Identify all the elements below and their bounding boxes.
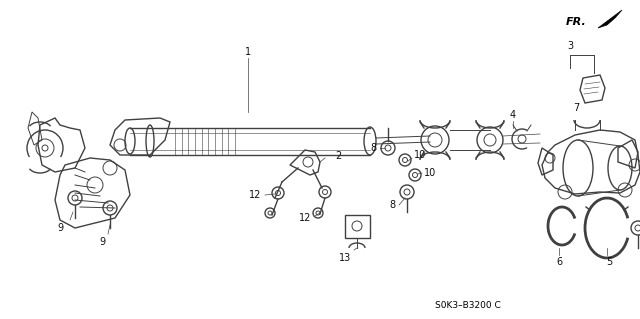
- Text: 8: 8: [389, 200, 395, 210]
- Text: 5: 5: [606, 257, 612, 267]
- Text: 2: 2: [335, 151, 341, 161]
- Text: 10: 10: [414, 150, 426, 160]
- Text: 6: 6: [556, 257, 562, 267]
- Text: 4: 4: [510, 110, 516, 120]
- Text: 7: 7: [573, 103, 579, 113]
- Text: 9: 9: [57, 223, 63, 233]
- Text: 1: 1: [245, 47, 251, 57]
- Text: 10: 10: [424, 168, 436, 178]
- Text: 12: 12: [249, 190, 261, 200]
- Text: S0K3–B3200 C: S0K3–B3200 C: [435, 300, 500, 309]
- Text: 3: 3: [567, 41, 573, 51]
- Text: FR.: FR.: [566, 17, 587, 27]
- Text: 12: 12: [299, 213, 311, 223]
- Text: 13: 13: [339, 253, 351, 263]
- Polygon shape: [598, 10, 622, 28]
- Text: 9: 9: [99, 237, 105, 247]
- Text: 8: 8: [370, 143, 376, 153]
